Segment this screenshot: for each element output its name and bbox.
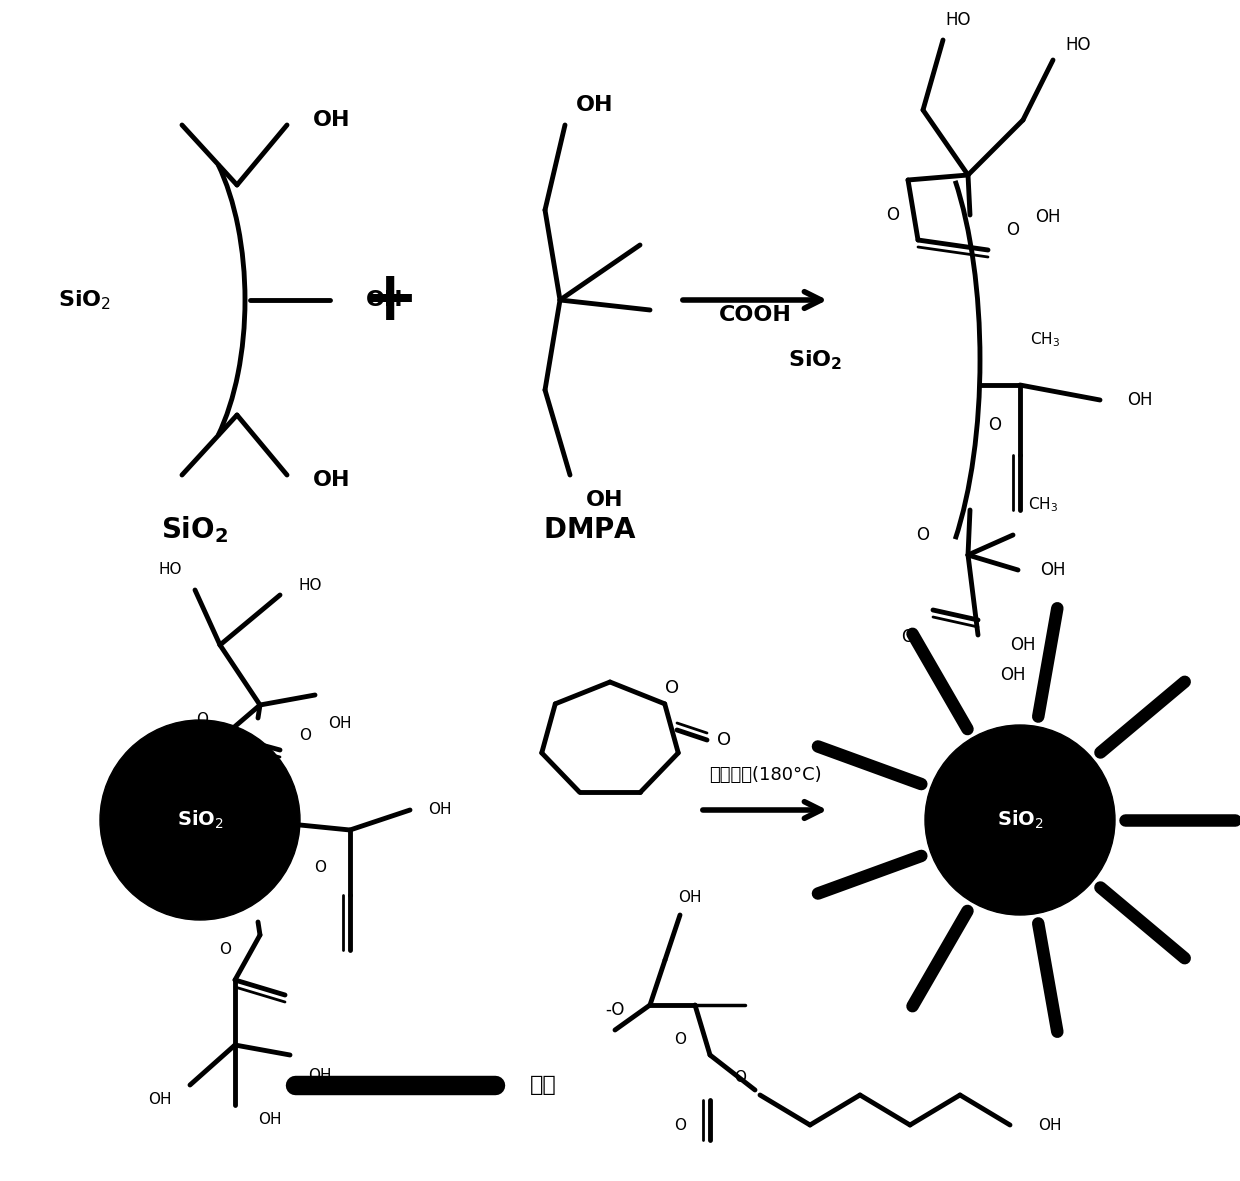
Text: CH$_3$: CH$_3$: [1028, 496, 1058, 515]
Text: O: O: [675, 1032, 686, 1048]
Text: 代表: 代表: [529, 1075, 557, 1095]
Text: OH: OH: [309, 1068, 332, 1083]
Text: SiO$_2$: SiO$_2$: [997, 809, 1043, 831]
Text: OH: OH: [1001, 666, 1025, 684]
Text: OH: OH: [428, 803, 451, 817]
Text: OH: OH: [366, 291, 404, 309]
Text: O: O: [314, 861, 326, 875]
Text: O: O: [675, 1117, 686, 1133]
Text: OH: OH: [314, 470, 351, 490]
Text: OH: OH: [314, 110, 351, 130]
Text: OH: OH: [587, 490, 624, 510]
Text: O: O: [196, 712, 208, 727]
Text: OH: OH: [329, 716, 352, 731]
Text: 月桂酸铌(180°C): 月桂酸铌(180°C): [709, 766, 821, 784]
Text: $\mathbf{SiO_2}$: $\mathbf{SiO_2}$: [161, 515, 228, 546]
Text: $\mathbf{SiO_2}$: $\mathbf{SiO_2}$: [787, 348, 842, 372]
Text: HO: HO: [299, 578, 321, 593]
Text: HO: HO: [945, 11, 971, 30]
Text: COOH: COOH: [718, 305, 791, 325]
Text: O: O: [1007, 221, 1019, 239]
Text: O: O: [916, 526, 930, 544]
Text: OH: OH: [1035, 208, 1060, 226]
Text: O: O: [717, 731, 732, 749]
Text: OH: OH: [258, 1113, 281, 1128]
Text: OH: OH: [678, 889, 702, 905]
Text: OH: OH: [1127, 391, 1153, 409]
Text: OH: OH: [1040, 561, 1065, 579]
Text: +: +: [361, 267, 419, 333]
Text: O: O: [887, 205, 899, 224]
Text: O: O: [665, 679, 680, 697]
Text: O: O: [734, 1070, 746, 1085]
Text: OH: OH: [149, 1092, 172, 1108]
Text: O: O: [988, 416, 1002, 433]
Text: HO: HO: [159, 562, 182, 578]
Text: HO: HO: [1065, 35, 1091, 54]
Text: O: O: [901, 628, 915, 646]
Text: $\mathbf{DMPA}$: $\mathbf{DMPA}$: [543, 516, 637, 544]
Circle shape: [925, 725, 1115, 915]
Text: -O: -O: [605, 1001, 625, 1019]
Text: CH$_3$: CH$_3$: [1030, 331, 1060, 350]
Text: OH: OH: [1011, 637, 1035, 654]
Circle shape: [100, 720, 300, 920]
Text: SiO$_2$: SiO$_2$: [58, 288, 112, 312]
Text: O: O: [299, 727, 311, 743]
Text: OH: OH: [1038, 1117, 1061, 1133]
Text: OH: OH: [577, 94, 614, 115]
Text: O: O: [219, 942, 231, 958]
Text: SiO$_2$: SiO$_2$: [176, 809, 223, 831]
